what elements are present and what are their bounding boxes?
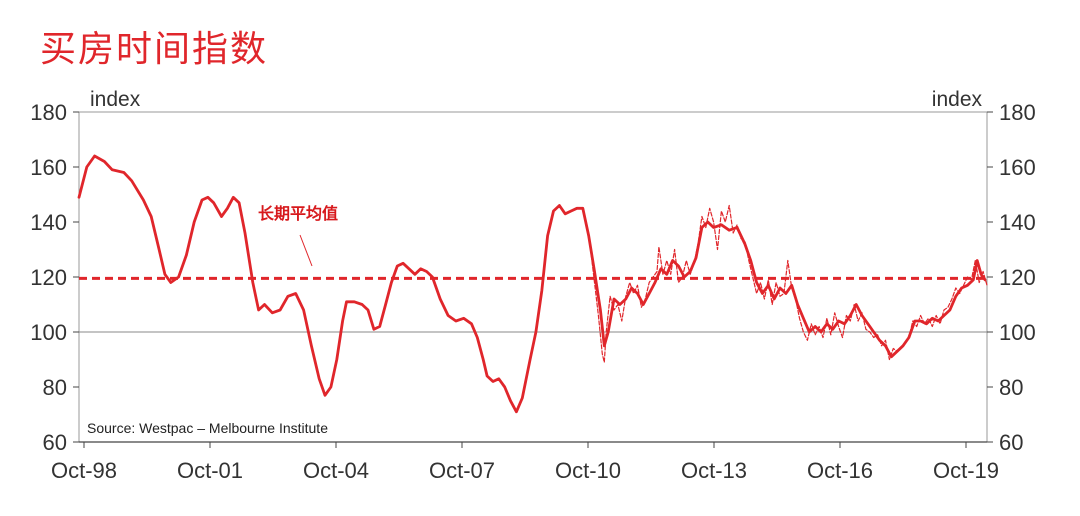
x-axis-ticks: Oct-98 Oct-01 Oct-04 Oct-07 Oct-10 Oct-13 Oct-… (51, 442, 999, 483)
y-tick-label-left: 80 (43, 375, 67, 400)
y-tick-label-left: 180 (30, 100, 67, 125)
x-tick-label: Oct-19 (933, 458, 999, 483)
y-tick-label-right: 60 (999, 430, 1023, 455)
y-unit-left: index (90, 88, 141, 111)
x-tick-label: Oct-16 (807, 458, 873, 483)
x-tick-label: Oct-10 (555, 458, 621, 483)
y-tick-label-right: 160 (999, 155, 1036, 180)
y-unit-right: index (932, 88, 983, 111)
y-tick-label-left: 60 (43, 430, 67, 455)
series-layer (77, 154, 988, 414)
y-tick-label-right: 100 (999, 320, 1036, 345)
y-tick-label-left: 160 (30, 155, 67, 180)
y-tick-label-right: 120 (999, 265, 1036, 290)
x-tick-label: Oct-01 (177, 458, 243, 483)
x-tick-label: Oct-07 (429, 458, 495, 483)
chart-title: 买房时间指数 (40, 29, 269, 70)
series-line-dashed (590, 204, 988, 363)
x-tick-label: Oct-13 (681, 458, 747, 483)
x-tick-label: Oct-98 (51, 458, 117, 483)
series-line-solid (77, 154, 987, 414)
y-tick-label-left: 140 (30, 210, 67, 235)
source-note: Source: Westpac – Melbourne Institute (87, 420, 328, 436)
y-axis-left: 60 80 100 120 140 160 180 (30, 100, 79, 455)
annotation-label: 长期平均值 (258, 204, 338, 223)
x-tick-label: Oct-04 (303, 458, 369, 483)
y-tick-label-right: 180 (999, 100, 1036, 125)
y-tick-label-left: 100 (30, 320, 67, 345)
y-tick-label-right: 140 (999, 210, 1036, 235)
y-tick-label-left: 120 (30, 265, 67, 290)
annotation-pointer (299, 234, 313, 267)
y-axis-right: 60 80 100 120 140 160 180 (987, 100, 1036, 455)
y-tick-label-right: 80 (999, 375, 1023, 400)
